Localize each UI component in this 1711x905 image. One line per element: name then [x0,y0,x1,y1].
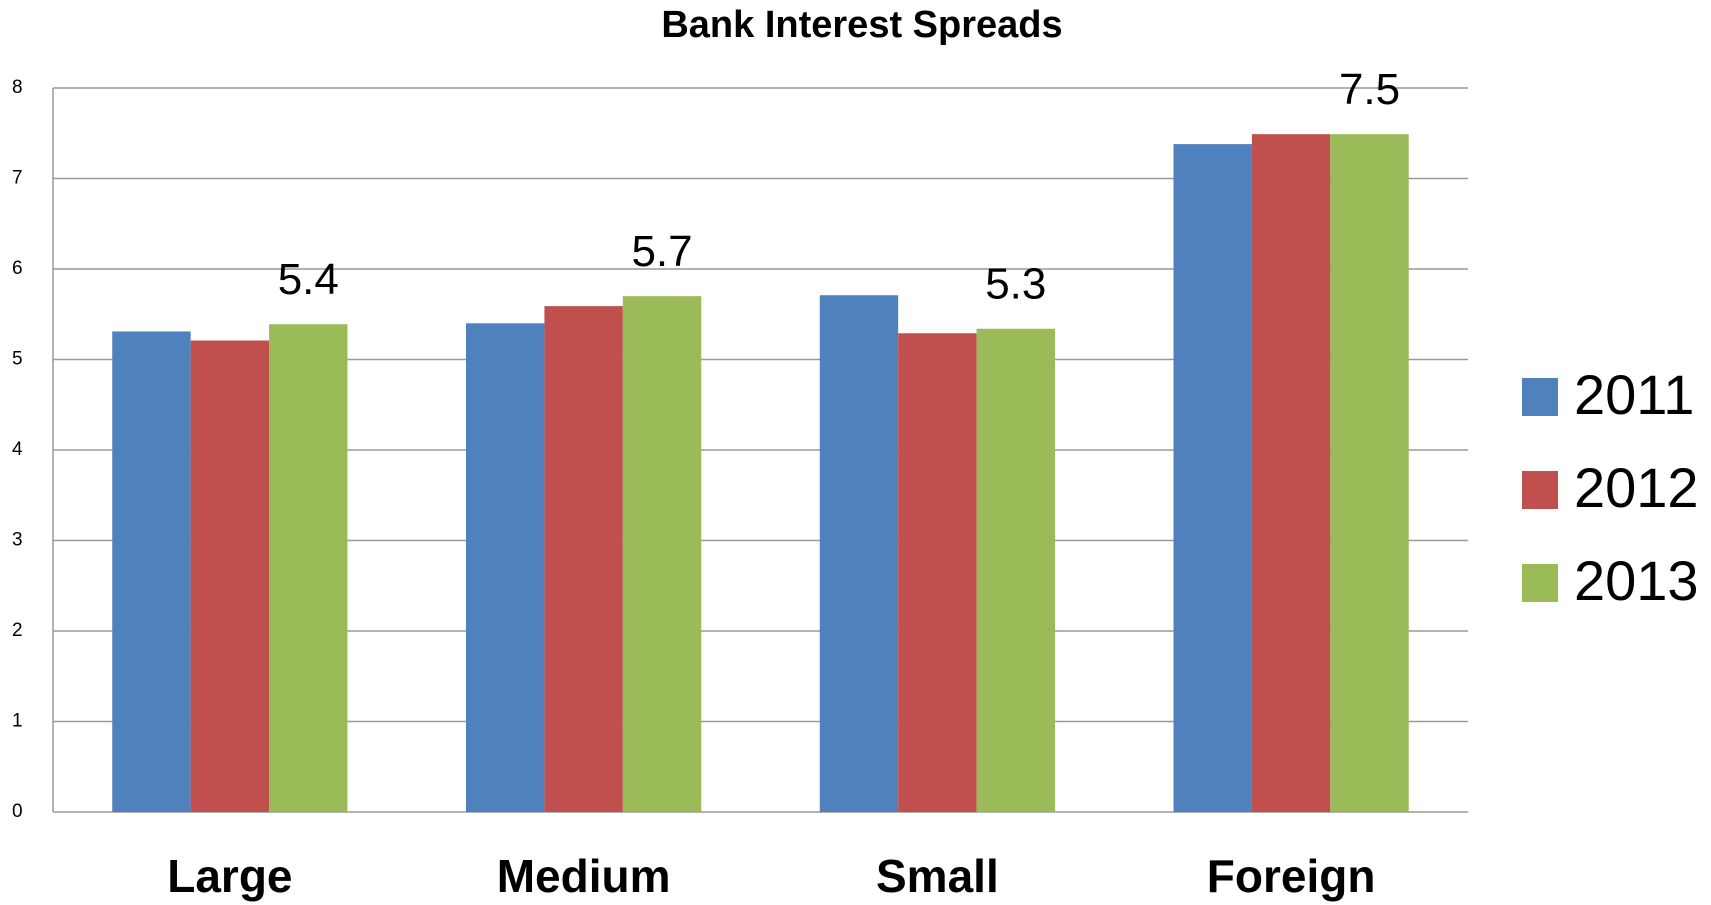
y-tick-label: 5 [12,349,23,370]
legend-label: 2012 [1574,456,1699,519]
bar [112,331,191,812]
bar [819,295,899,812]
bar [898,333,977,812]
y-tick-label: 8 [12,77,23,98]
legend-swatch [1522,471,1558,509]
data-label: 5.7 [631,227,692,276]
chart-title: Bank Interest Spreads [661,4,1062,46]
legend-swatch [1522,378,1558,416]
bar [622,296,702,812]
y-tick-label: 2 [12,620,23,641]
data-label: 7.5 [1339,65,1400,114]
x-tick-label: Small [876,850,999,902]
y-tick-label: 7 [12,168,23,189]
legend-label: 2011 [1574,363,1694,426]
bar [269,324,348,812]
y-tick-label: 0 [12,801,23,822]
bar [544,306,623,812]
data-label: 5.3 [985,259,1046,308]
bar [190,340,270,812]
y-tick-label: 1 [12,711,23,732]
y-tick-label: 4 [12,439,23,460]
bar [1173,144,1252,813]
data-label: 5.4 [278,255,339,304]
legend-label: 2013 [1574,549,1699,612]
y-tick-label: 6 [12,258,23,279]
x-tick-label: Large [167,850,292,902]
legend-swatch [1522,564,1558,602]
bar [1330,134,1409,812]
y-tick-label: 3 [12,530,23,551]
bar [976,328,1055,812]
x-tick-label: Medium [497,850,671,902]
x-tick-label: Foreign [1207,850,1376,902]
bar [466,323,545,812]
bar [1251,134,1331,812]
